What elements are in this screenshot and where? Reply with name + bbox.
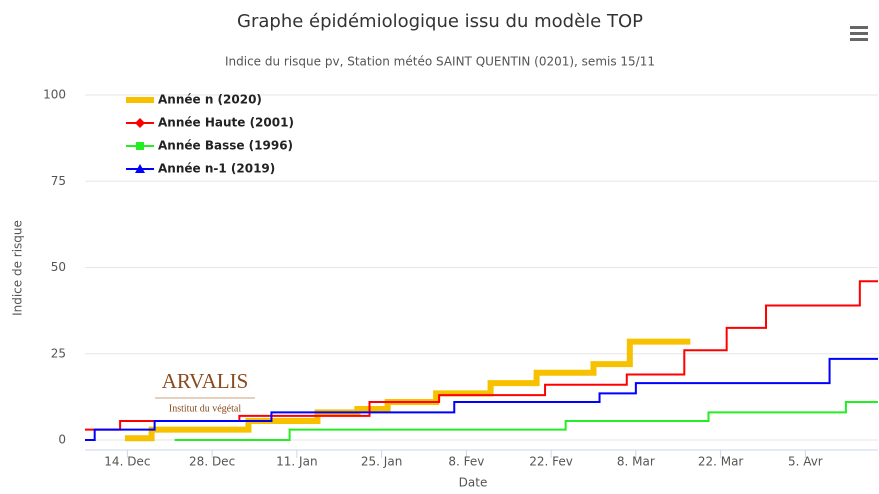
legend-label: Année Haute (2001) xyxy=(158,116,294,130)
y-tick-label: 100 xyxy=(43,88,66,102)
x-tick-label: 22. Fev xyxy=(529,455,573,469)
series-line xyxy=(85,280,878,431)
y-axis-title: Indice de risque xyxy=(11,220,25,316)
x-tick-label: 22. Mar xyxy=(698,455,744,469)
x-axis-title: Date xyxy=(459,476,488,490)
legend-marker xyxy=(136,142,144,150)
series-line xyxy=(85,357,878,441)
legend-marker xyxy=(135,164,145,173)
y-tick-label: 0 xyxy=(58,433,66,447)
legend-marker xyxy=(135,118,145,128)
y-tick-label: 75 xyxy=(51,174,66,188)
x-tick-label: 8. Mar xyxy=(617,455,655,469)
series-line xyxy=(174,401,878,441)
logo-tagline: Institut du végétal xyxy=(169,403,241,414)
legend-label: Année Basse (1996) xyxy=(158,139,293,153)
menu-icon[interactable] xyxy=(850,26,868,41)
legend-label: Année n (2020) xyxy=(158,93,262,107)
y-tick-label: 50 xyxy=(51,260,66,274)
chart-subtitle: Indice du risque pv, Station météo SAINT… xyxy=(225,55,655,69)
x-tick-label: 25. Jan xyxy=(361,455,402,469)
y-tick-label: 25 xyxy=(51,346,66,360)
chart-title: Graphe épidémiologique issu du modèle TO… xyxy=(237,11,643,32)
legend: Année n (2020) Année Haute (2001) Année Ba… xyxy=(126,93,294,176)
x-tick-label: 8. Fev xyxy=(448,455,484,469)
x-tick-label: 5. Avr xyxy=(788,455,823,469)
logo-name: ARVALIS xyxy=(162,369,249,393)
legend-label: Année n-1 (2019) xyxy=(158,162,275,176)
lines xyxy=(85,280,878,442)
x-tick-label: 28. Dec xyxy=(189,455,235,469)
x-tick-label: 14. Dec xyxy=(104,455,150,469)
grid: 0 25 50 75 100 14. Dec 28. Dec 11. Jan 25. Jan 8.… xyxy=(43,88,878,469)
x-tick-label: 11. Jan xyxy=(276,455,317,469)
